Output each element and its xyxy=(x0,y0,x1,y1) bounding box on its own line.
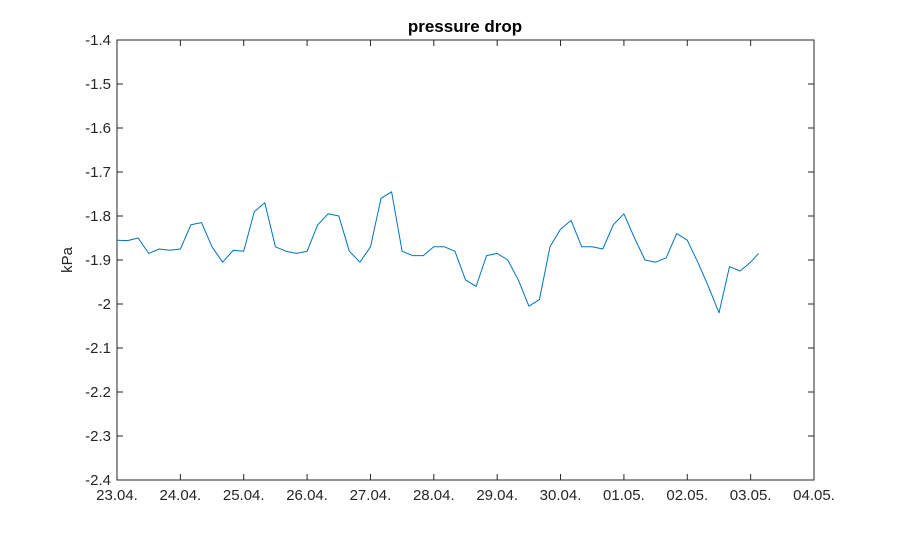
y-tick-label: -1.8 xyxy=(85,208,111,225)
y-tick-label: -1.4 xyxy=(85,32,111,49)
y-tick-label: -2.2 xyxy=(85,384,111,401)
y-tick-label: -2 xyxy=(98,296,111,313)
x-tick-label: 02.05. xyxy=(666,487,708,504)
x-tick-label: 28.04. xyxy=(413,487,455,504)
x-tick-label: 23.04. xyxy=(96,487,138,504)
y-tick-label: -2.3 xyxy=(85,428,111,445)
axes: -1.4 -1.5 -1.6 -1.7 -1.8 -1.9 -2 -2.1 -2.2 -2.3 -2… xyxy=(85,32,835,504)
y-tick-label: -1.9 xyxy=(85,252,111,269)
y-tick-label: -1.6 xyxy=(85,120,111,137)
x-tick-label: 25.04. xyxy=(223,487,265,504)
plot-area xyxy=(116,191,759,314)
x-tick-label: 30.04. xyxy=(540,487,582,504)
y-tick-label: -2.1 xyxy=(85,340,111,357)
x-tick-label: 01.05. xyxy=(603,487,645,504)
x-tick-label: 04.05. xyxy=(793,487,835,504)
y-tick-label: -1.5 xyxy=(85,76,111,93)
y-tick-label: -1.7 xyxy=(85,164,111,181)
x-tick-label: 03.05. xyxy=(730,487,772,504)
y-tick-label: -2.4 xyxy=(85,472,111,489)
x-tick-label: 26.04. xyxy=(286,487,328,504)
x-tick-label: 24.04. xyxy=(160,487,202,504)
y-axis-label: kPa xyxy=(59,246,76,273)
chart-title: pressure drop xyxy=(408,17,522,36)
series-line xyxy=(116,191,759,314)
x-tick-label: 29.04. xyxy=(476,487,518,504)
x-tick-label: 27.04. xyxy=(350,487,392,504)
